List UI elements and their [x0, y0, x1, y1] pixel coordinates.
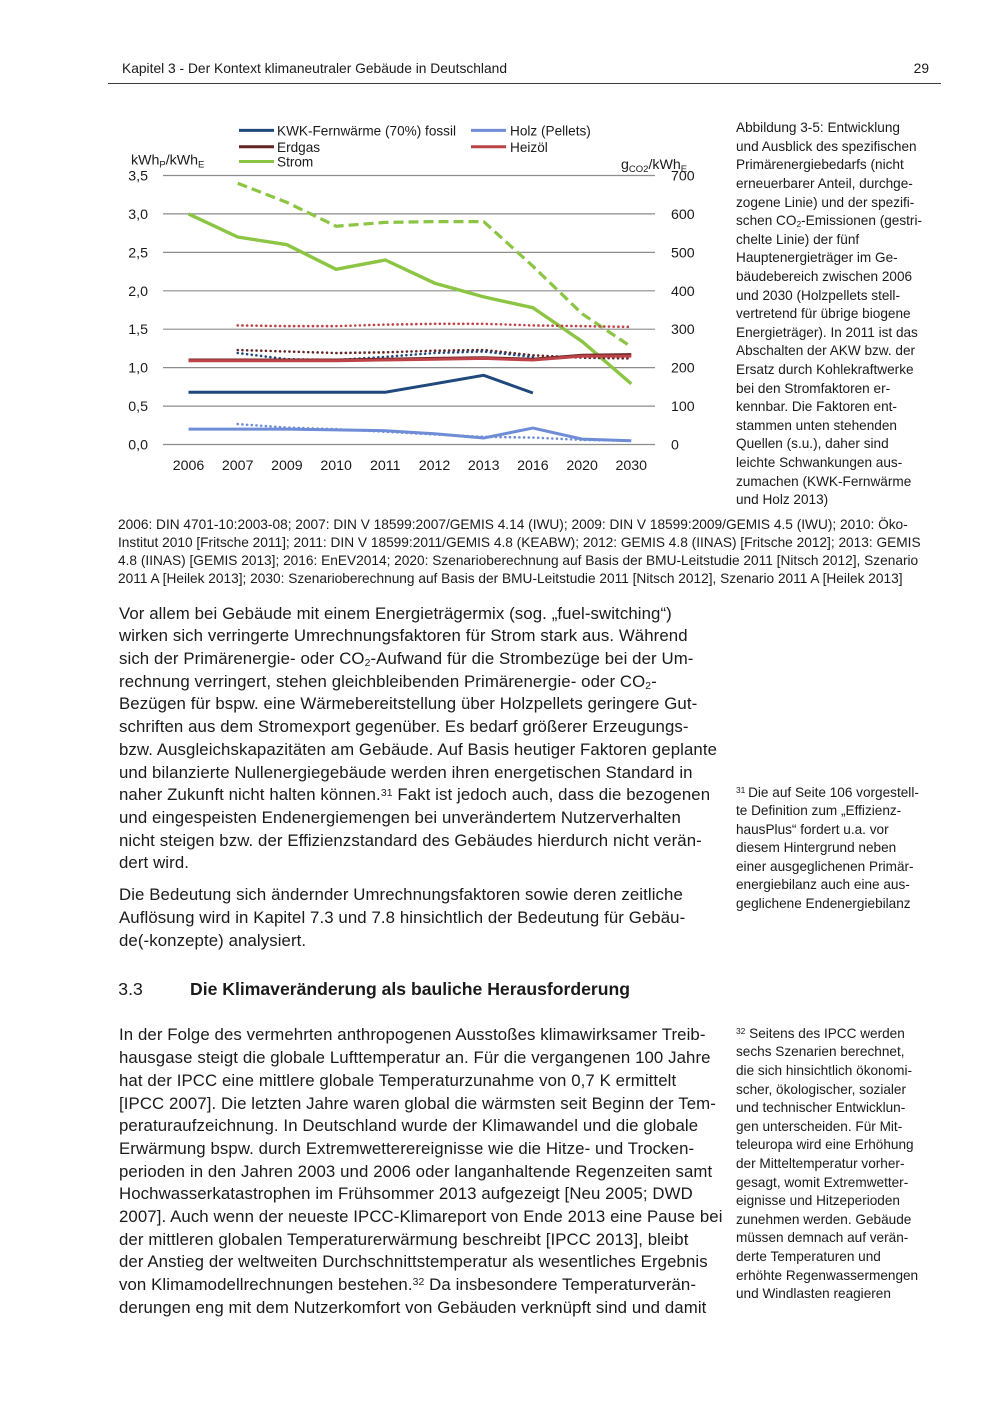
svg-text:2011: 2011 [370, 458, 401, 474]
svg-text:2030: 2030 [616, 458, 648, 474]
svg-text:2012: 2012 [419, 458, 451, 474]
svg-text:Heizöl: Heizöl [510, 140, 548, 155]
svg-text:300: 300 [671, 322, 695, 338]
svg-text:400: 400 [671, 284, 695, 300]
svg-text:2006: 2006 [173, 458, 205, 474]
svg-text:2,5: 2,5 [128, 245, 148, 261]
svg-text:2010: 2010 [320, 458, 352, 474]
svg-text:2020: 2020 [566, 458, 598, 474]
svg-text:1,5: 1,5 [128, 322, 148, 338]
svg-text:Strom: Strom [277, 155, 313, 170]
svg-text:gCO2/kWhE: gCO2/kWhE [621, 157, 687, 175]
svg-text:2016: 2016 [517, 458, 549, 474]
svg-text:Erdgas: Erdgas [277, 140, 320, 155]
svg-text:0,5: 0,5 [128, 399, 148, 415]
svg-text:700: 700 [671, 169, 695, 185]
svg-text:2,0: 2,0 [128, 284, 148, 300]
svg-text:2009: 2009 [271, 458, 303, 474]
svg-text:100: 100 [671, 399, 695, 415]
svg-text:200: 200 [671, 361, 695, 377]
svg-text:kWhP/kWhE: kWhP/kWhE [131, 153, 204, 171]
svg-text:500: 500 [671, 245, 695, 261]
svg-text:KWK-Fernwärme (70%) fossil: KWK-Fernwärme (70%) fossil [277, 123, 456, 138]
svg-text:2013: 2013 [468, 458, 500, 474]
svg-text:3,5: 3,5 [128, 169, 148, 185]
svg-text:600: 600 [671, 207, 695, 223]
svg-text:1,0: 1,0 [128, 361, 148, 377]
svg-text:3,0: 3,0 [128, 207, 148, 223]
svg-text:0: 0 [671, 438, 679, 454]
svg-text:Holz (Pellets): Holz (Pellets) [510, 123, 591, 138]
svg-text:0,0: 0,0 [128, 438, 148, 454]
svg-text:2007: 2007 [222, 458, 254, 474]
